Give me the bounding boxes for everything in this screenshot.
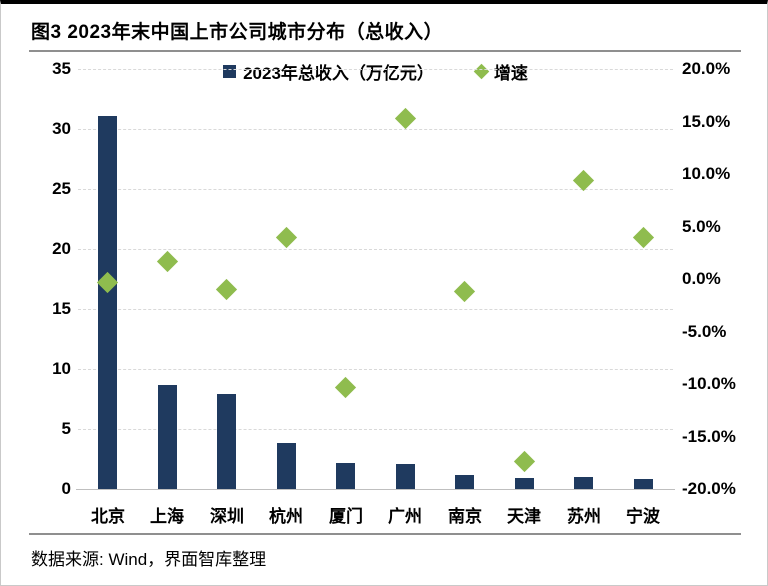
right-axis-tick: 0.0% [682, 269, 721, 288]
x-axis-category-label: 宁波 [626, 507, 660, 526]
x-axis-category-label: 苏州 [567, 507, 601, 526]
revenue-bar [634, 479, 653, 489]
bar-swatch-icon [223, 64, 237, 78]
gridline [78, 429, 673, 430]
x-axis-line [76, 489, 675, 490]
title-divider [29, 50, 741, 52]
right-axis-tick: -5.0% [682, 322, 727, 341]
right-axis-tick: -15.0% [682, 427, 736, 446]
left-axis-tick: 20 [52, 239, 71, 258]
x-axis-category-label: 厦门 [329, 507, 363, 526]
right-axis-tick: 15.0% [682, 112, 731, 131]
x-axis-category-label: 深圳 [210, 507, 244, 526]
right-axis-tick: 20.0% [682, 59, 731, 78]
x-axis-category-label: 天津 [507, 507, 541, 526]
chart-legend: 2023年总收入（万亿元） 增速 [78, 59, 673, 84]
gridline [78, 249, 673, 250]
growth-diamond [632, 226, 655, 249]
left-axis-tick: 30 [52, 119, 71, 138]
right-axis-tick: 5.0% [682, 217, 721, 236]
legend-item-revenue: 2023年总收入（万亿元） [223, 59, 434, 84]
growth-diamond [394, 107, 417, 130]
x-axis-category-label: 上海 [150, 507, 184, 526]
revenue-bar [574, 477, 593, 489]
right-axis-tick: -10.0% [682, 374, 736, 393]
x-axis-category-label: 北京 [91, 507, 125, 526]
left-axis-tick: 5 [61, 419, 71, 438]
gridline [78, 69, 673, 70]
x-axis-category-label: 杭州 [269, 507, 303, 526]
growth-diamond [275, 226, 298, 249]
left-axis-tick: 0 [61, 479, 71, 498]
revenue-bar [217, 394, 236, 489]
growth-diamond [156, 250, 179, 273]
data-source-note: 数据来源: Wind，界面智库整理 [31, 550, 267, 569]
growth-diamond [572, 169, 595, 192]
revenue-bar [455, 475, 474, 489]
revenue-bar [277, 443, 296, 489]
growth-diamond [513, 450, 536, 473]
plot-area: 35 30 25 20 15 10 5 0 20.0% 15.0% 10.0% 5.0% 0.0% -5.… [1, 4, 767, 585]
revenue-bar [336, 463, 355, 489]
growth-diamond [334, 376, 357, 399]
growth-diamond [453, 280, 476, 303]
gridline [78, 369, 673, 370]
footer-divider [29, 533, 741, 535]
legend-item-growth: 增速 [473, 59, 528, 84]
revenue-bar [158, 385, 177, 489]
growth-diamond [215, 278, 238, 301]
right-axis-tick: 10.0% [682, 164, 731, 183]
gridline [78, 309, 673, 310]
legend-label-revenue: 2023年总收入（万亿元） [243, 63, 434, 83]
revenue-bar [396, 464, 415, 489]
x-axis-category-label: 南京 [448, 507, 482, 526]
legend-label-growth: 增速 [493, 63, 528, 83]
revenue-bar [515, 478, 534, 489]
left-axis-tick: 25 [52, 179, 71, 198]
left-axis-tick: 35 [52, 59, 71, 78]
x-axis-category-label: 广州 [388, 507, 422, 526]
chart-title: 图3 2023年末中国上市公司城市分布（总收入） [31, 22, 444, 43]
left-axis-tick: 10 [52, 359, 71, 378]
left-axis-tick: 15 [52, 299, 71, 318]
gridline [78, 189, 673, 190]
gridline [78, 129, 673, 130]
right-axis-tick: -20.0% [682, 479, 736, 498]
revenue-bar [98, 116, 117, 489]
